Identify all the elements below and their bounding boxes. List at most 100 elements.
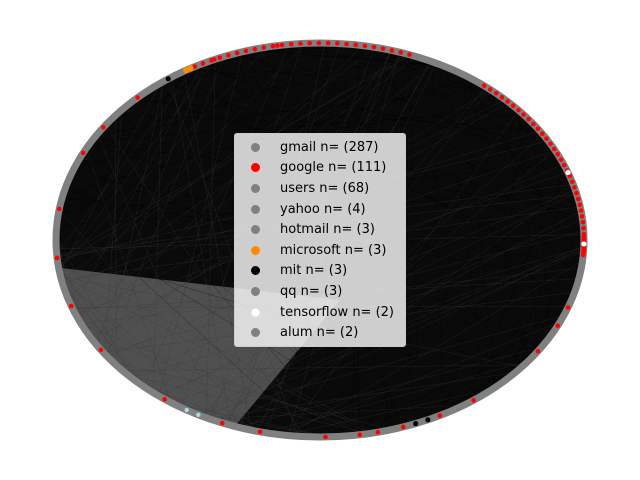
- graph-node: [289, 42, 294, 47]
- graph-node: [398, 50, 403, 55]
- graph-node: [376, 430, 381, 435]
- graph-node: [494, 91, 499, 96]
- graph-node: [258, 430, 263, 435]
- legend-marker: [251, 328, 260, 337]
- graph-node: [69, 304, 74, 309]
- graph-node: [390, 48, 395, 53]
- graph-node: [413, 421, 418, 426]
- graph-node: [220, 421, 225, 426]
- legend-item-hotmail: hotmail n= (3): [235, 219, 405, 240]
- graph-node: [57, 207, 62, 212]
- graph-node: [363, 44, 368, 49]
- legend-label: yahoo n= (4): [280, 203, 366, 216]
- legend-item-google: google n= (111): [235, 158, 405, 179]
- graph-node: [581, 253, 586, 258]
- graph-node: [488, 87, 493, 92]
- legend-label: users n= (68): [280, 182, 369, 195]
- legend-item-mit: mit n= (3): [235, 261, 405, 282]
- graph-node: [235, 51, 240, 56]
- graph-node: [581, 241, 586, 246]
- legend-marker: [251, 308, 260, 317]
- graph-node: [298, 41, 303, 46]
- graph-node: [81, 151, 86, 156]
- graph-node: [536, 126, 541, 131]
- graph-node: [326, 41, 331, 46]
- graph-node: [574, 191, 579, 196]
- graph-node: [407, 52, 412, 57]
- graph-node: [471, 398, 476, 403]
- graph-node: [275, 43, 280, 48]
- legend-label: hotmail n= (3): [280, 223, 375, 236]
- legend-item-microsoft: microsoft n= (3): [235, 240, 405, 261]
- graph-node: [577, 202, 582, 207]
- legend-item-tensorflow: tensorflow n= (2): [235, 302, 405, 323]
- graph-node: [372, 45, 377, 50]
- legend-label: alum n= (2): [280, 326, 358, 339]
- graph-node: [526, 117, 531, 122]
- graph-node: [555, 152, 560, 157]
- graph-node: [576, 197, 581, 202]
- graph-node: [280, 43, 285, 48]
- legend-label: gmail n= (287): [280, 141, 378, 154]
- graph-node: [226, 53, 231, 58]
- graph-node: [307, 41, 312, 46]
- graph-node: [425, 417, 430, 422]
- graph-node: [566, 305, 571, 310]
- graph-node: [521, 112, 526, 117]
- graph-node: [353, 43, 358, 48]
- graph-node: [505, 99, 510, 104]
- graph-node: [516, 108, 521, 113]
- legend-marker: [251, 184, 260, 193]
- legend-marker: [251, 143, 260, 152]
- legend-marker: [251, 225, 260, 234]
- graph-node: [581, 220, 586, 225]
- graph-node: [262, 45, 267, 50]
- graph-node: [218, 55, 223, 60]
- graph-node: [572, 185, 577, 190]
- graph-node: [401, 425, 406, 430]
- graph-node: [511, 103, 516, 108]
- graph-node: [166, 76, 171, 81]
- graph-node: [555, 323, 560, 328]
- graph-node: [565, 170, 570, 175]
- graph-node: [212, 57, 217, 62]
- graph-node: [271, 44, 276, 49]
- graph-node: [55, 256, 60, 261]
- graph-node: [540, 131, 545, 136]
- graph-node: [135, 95, 140, 100]
- graph-node: [101, 125, 106, 130]
- graph-node: [201, 61, 206, 66]
- graph-node: [544, 136, 549, 141]
- graph-node: [244, 49, 249, 54]
- legend-item-yahoo: yahoo n= (4): [235, 199, 405, 220]
- legend-marker: [251, 287, 260, 296]
- legend-marker: [251, 266, 260, 275]
- legend-marker: [251, 246, 260, 255]
- graph-node: [162, 397, 167, 402]
- legend: gmail n= (287) google n= (111) users n= …: [234, 133, 406, 347]
- legend-item-qq: qq n= (3): [235, 281, 405, 302]
- graph-node: [500, 95, 505, 100]
- legend-item-users: users n= (68): [235, 178, 405, 199]
- graph-node: [536, 349, 541, 354]
- graph-node: [482, 83, 487, 88]
- legend-marker: [251, 163, 260, 172]
- graph-node: [323, 435, 328, 440]
- graph-node: [99, 348, 104, 353]
- graph-node: [531, 122, 536, 127]
- graph-node: [357, 432, 362, 437]
- graph-node: [185, 408, 189, 412]
- graph-node: [344, 42, 349, 47]
- graph-node: [570, 179, 575, 184]
- graph-node: [253, 47, 258, 52]
- graph-node: [579, 208, 584, 213]
- legend-label: tensorflow n= (2): [280, 306, 394, 319]
- graph-node: [580, 214, 585, 219]
- legend-label: mit n= (3): [280, 264, 347, 277]
- graph-node: [317, 41, 322, 46]
- graph-node: [559, 157, 564, 162]
- legend-label: google n= (111): [280, 161, 386, 174]
- legend-label: qq n= (3): [280, 285, 342, 298]
- graph-node: [581, 226, 586, 231]
- legend-item-alum: alum n= (2): [235, 322, 405, 343]
